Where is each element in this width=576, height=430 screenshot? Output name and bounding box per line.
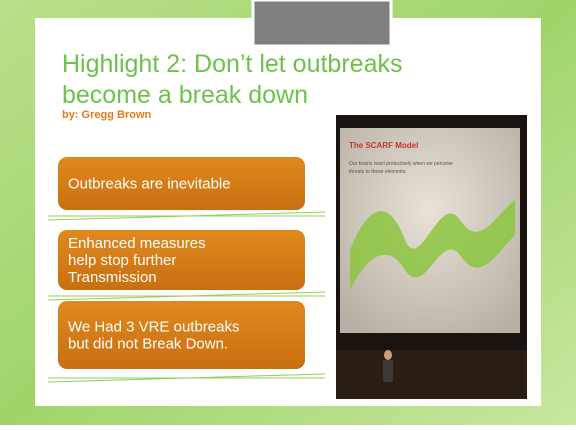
speaker-head	[384, 350, 392, 360]
screen-text: threats to these elements:	[349, 169, 407, 175]
box-text: but did not Break Down.	[68, 336, 228, 353]
screen-title: The SCARF Model	[349, 141, 418, 150]
stage	[336, 350, 527, 399]
title: Highlight 2: Don’t let outbreaks become …	[62, 50, 402, 109]
byline: by: Gregg Brown	[62, 109, 152, 121]
text-box	[58, 230, 305, 290]
box-text: Transmission	[68, 269, 157, 286]
title-line: Highlight 2: Don’t let outbreaks	[62, 50, 402, 78]
title-line: become a break down	[62, 81, 308, 109]
box-text: help stop further	[68, 252, 176, 269]
speaker-body	[383, 360, 393, 382]
box-text: Outbreaks are inevitable	[68, 176, 231, 193]
text-box	[58, 301, 305, 369]
header-tab	[251, 0, 393, 48]
text-box	[58, 157, 305, 210]
screen-text: Our brains react protectively when we pe…	[349, 161, 453, 167]
ribbon	[350, 200, 515, 290]
decor-lines	[47, 211, 326, 383]
box-text: We Had 3 VRE outbreaks	[68, 319, 239, 336]
boxes: Outbreaks are inevitable Enhanced measure…	[58, 157, 305, 369]
photo: The SCARF Model Our brains react protect…	[336, 115, 527, 399]
box-text: Enhanced measures	[68, 235, 206, 252]
